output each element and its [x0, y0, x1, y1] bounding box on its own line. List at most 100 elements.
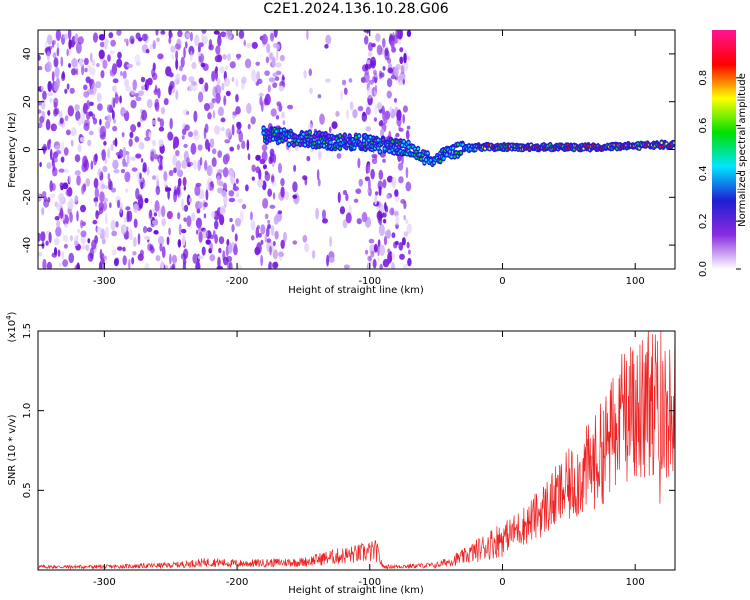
- spectrogram-cell: [173, 78, 177, 85]
- spectrogram-cell: [209, 242, 213, 252]
- spectrogram-x-tick-label: 100: [626, 276, 645, 287]
- spectrogram-cell: [286, 104, 294, 110]
- spectrogram-cell: [388, 149, 391, 153]
- spectrogram-cell: [228, 190, 235, 197]
- spectrogram-cell: [219, 65, 225, 74]
- spectrogram-cell: [387, 248, 391, 254]
- spectrogram-cell: [365, 106, 371, 116]
- spectrogram-cell: [110, 39, 116, 47]
- spectrogram-cell: [279, 129, 283, 132]
- spectrogram-cell: [52, 52, 57, 59]
- spectrogram-cell: [658, 145, 662, 149]
- spectrogram-cell: [91, 83, 97, 95]
- spectrogram-cell: [377, 180, 383, 191]
- spectrogram-y-tick-label: -40: [22, 237, 33, 253]
- spectrogram-cell: [153, 230, 159, 235]
- spectrogram-cell: [154, 200, 160, 212]
- spectrogram-cell: [282, 120, 286, 126]
- spectrogram-cell: [130, 156, 136, 161]
- spectrogram-cell: [63, 147, 69, 156]
- spectrogram-cell: [269, 148, 275, 157]
- spectrogram-cell: [112, 78, 119, 84]
- spectrogram-cell: [149, 244, 154, 251]
- spectrogram-cell: [186, 157, 190, 165]
- spectrogram-cell: [264, 233, 268, 243]
- spectrogram-cell: [272, 43, 279, 48]
- spectrogram-cell: [406, 125, 411, 130]
- spectrogram-cell: [267, 223, 272, 230]
- spectrogram-cell: [119, 70, 123, 77]
- spectrogram-cell: [406, 30, 412, 38]
- spectrogram-cell: [396, 109, 402, 121]
- spectrogram-cells: [38, 30, 675, 269]
- spectrogram-cell: [384, 110, 391, 120]
- spectrogram-cell: [142, 226, 148, 234]
- spectrogram-cell: [395, 214, 400, 226]
- spectrogram-cell: [160, 106, 166, 115]
- spectrogram-cell: [134, 54, 141, 64]
- spectrogram-cell: [321, 209, 327, 220]
- spectrogram-cell: [183, 186, 187, 191]
- spectrogram-cell: [394, 189, 399, 197]
- spectrogram-cell: [219, 205, 226, 216]
- spectrogram-cell: [398, 241, 404, 251]
- spectrogram-cell: [104, 38, 108, 50]
- spectrogram-cell: [53, 108, 58, 117]
- spectrogram-cell: [235, 53, 242, 59]
- spectrogram-cell: [374, 84, 378, 92]
- spectrogram-cell: [402, 140, 405, 143]
- spectrogram-cell: [146, 77, 153, 86]
- spectrogram-cell: [267, 131, 270, 135]
- spectrogram-cell: [58, 192, 65, 204]
- spectrogram-cell: [54, 237, 60, 246]
- spectrogram-cell: [361, 112, 368, 122]
- spectrogram-cell: [450, 155, 453, 158]
- spectrogram-cell: [80, 234, 86, 245]
- spectrogram-cell: [267, 188, 273, 197]
- spectrogram-cell: [321, 132, 324, 136]
- spectrogram-cell: [280, 239, 285, 250]
- spectrogram-cell: [70, 127, 77, 137]
- spectrogram-cell: [126, 63, 134, 68]
- spectrogram-cell: [352, 109, 358, 119]
- spectrogram-cell: [234, 217, 241, 227]
- spectrogram-cell: [128, 258, 131, 269]
- spectrogram-cell: [379, 128, 385, 138]
- spectrogram-cell: [407, 141, 410, 144]
- spectrogram-cell: [244, 58, 252, 69]
- spectrogram-cell: [363, 30, 369, 33]
- spectrogram-cell: [64, 88, 68, 94]
- spectrogram-cell: [104, 185, 110, 190]
- spectrogram-cell: [132, 79, 138, 91]
- spectrogram-cell: [222, 182, 228, 191]
- spectrogram-cell: [390, 40, 395, 49]
- spectrogram-cell: [127, 210, 133, 222]
- spectrogram-cell: [55, 150, 62, 155]
- spectrogram-cell: [268, 156, 273, 165]
- spectrogram-cell: [336, 152, 342, 159]
- spectrogram-cell: [61, 250, 64, 260]
- spectrogram-cell: [393, 97, 397, 103]
- spectrogram-cell: [87, 238, 91, 244]
- spectrogram-cell: [154, 84, 158, 92]
- spectrogram-cell: [169, 253, 172, 265]
- spectrogram-cell: [137, 253, 144, 261]
- spectrogram-cell: [74, 264, 81, 269]
- spectrogram-cell: [52, 39, 56, 45]
- spectrogram-cell: [400, 198, 406, 204]
- spectrogram-cell: [220, 31, 227, 38]
- spectrogram-cell: [387, 57, 392, 64]
- spectrogram-cell: [306, 30, 309, 41]
- spectrogram-cell: [135, 153, 142, 159]
- spectrogram-cell: [104, 212, 108, 225]
- snr-frame: [37, 330, 676, 571]
- spectrogram-cell: [188, 45, 195, 56]
- spectrogram-cell: [96, 63, 100, 68]
- spectrogram-cell: [424, 158, 428, 162]
- spectrogram-cell: [56, 42, 60, 49]
- spectrogram-cell: [183, 143, 188, 149]
- spectrogram-cell: [111, 249, 117, 256]
- spectrogram-cell: [402, 105, 408, 113]
- spectrogram-cell: [185, 41, 188, 49]
- spectrogram-cell: [416, 147, 420, 151]
